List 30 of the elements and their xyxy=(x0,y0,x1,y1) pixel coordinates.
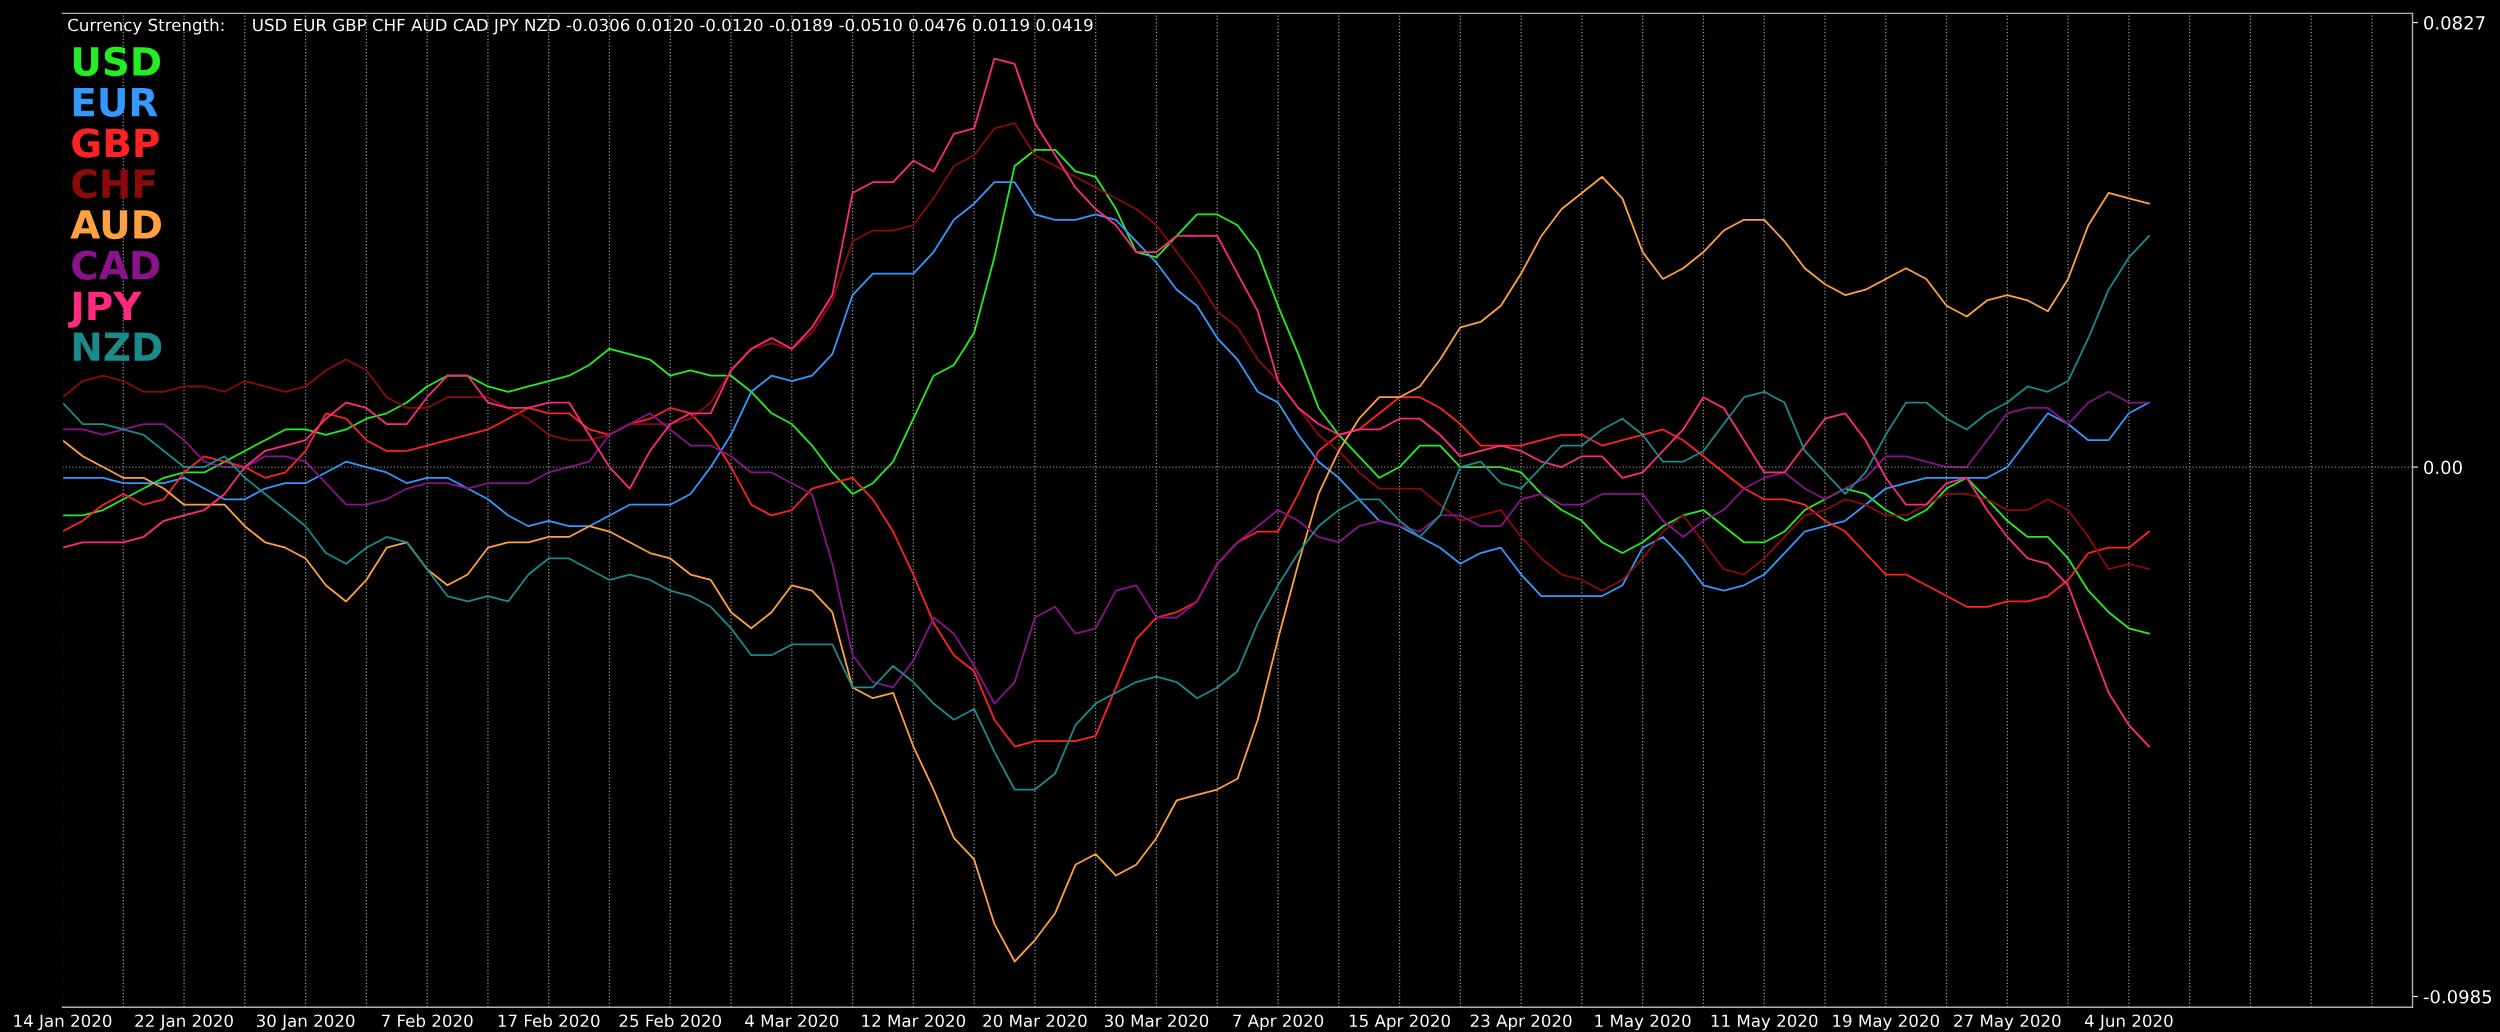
x-tick-label: 23 Apr 2020 xyxy=(1470,1014,1572,1031)
text: AUD xyxy=(70,210,161,240)
x-tick-label: 30 Mar 2020 xyxy=(1104,1014,1209,1028)
x-tick-label: 14 Jan 2020 xyxy=(14,1014,112,1031)
y-tick-label: -0.0985 xyxy=(2423,989,2492,1004)
series-label: NZD xyxy=(73,332,162,361)
x-tick-label: 30 Jan 2020 xyxy=(256,1014,355,1031)
text: USD xyxy=(73,46,161,77)
x-tick-label: 15 Apr 2020 xyxy=(1349,1014,1450,1031)
x-tick-label: 20 Mar 2020 xyxy=(983,1014,1087,1028)
text: CHF xyxy=(72,168,155,199)
x-tick-label: 25 Feb 2020 xyxy=(619,1014,722,1028)
text: JPY xyxy=(68,291,142,328)
x-tick-label: 7 Feb 2020 xyxy=(381,1014,473,1028)
x-tick-label: 7 Apr 2020 xyxy=(1233,1014,1324,1031)
x-tick-label: 27 May 2020 xyxy=(1954,1014,2061,1031)
x-tick-label: 12 Mar 2020 xyxy=(862,1014,966,1028)
text: GBP xyxy=(72,128,159,158)
y-tick-label: 0.0827 xyxy=(2424,16,2485,30)
y-tick-label: 0.00 xyxy=(2424,460,2462,475)
text: EUR xyxy=(73,87,158,117)
x-tick-label: 22 Jan 2020 xyxy=(135,1014,233,1031)
x-tick-label: 1 May 2020 xyxy=(1595,1014,1691,1031)
x-tick-label: 4 Jun 2020 xyxy=(2084,1014,2173,1031)
text: CAD xyxy=(72,250,160,280)
x-tick-label: 19 May 2020 xyxy=(1833,1014,1940,1031)
chart-title: Currency Strength: USD EUR GBP CHF AUD CAD JPY NZD -0.0306 0.0120 -0.0120 -0.0189 -0.0510 0.0476 0.0119 0.0419 xyxy=(68,18,1093,35)
x-tick-label: 17 Feb 2020 xyxy=(498,1014,600,1028)
x-tick-label: 4 Mar 2020 xyxy=(745,1014,839,1028)
x-tick-label: 11 May 2020 xyxy=(1711,1014,1818,1031)
